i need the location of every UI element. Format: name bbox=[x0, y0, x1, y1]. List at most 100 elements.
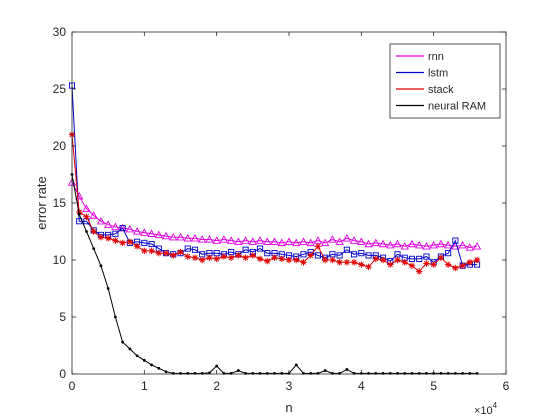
data-point-dot bbox=[157, 366, 161, 370]
x-tick-label: 3 bbox=[286, 379, 293, 393]
data-point-square bbox=[343, 246, 350, 253]
asterisk-stroke bbox=[467, 259, 473, 265]
data-point-dot bbox=[367, 372, 370, 375]
asterisk-stroke bbox=[337, 259, 343, 265]
data-point-asterisk bbox=[430, 261, 437, 268]
data-point-dot bbox=[468, 372, 472, 375]
asterisk-stroke bbox=[445, 261, 451, 268]
data-point-dot bbox=[396, 372, 399, 375]
data-point-triangle bbox=[104, 220, 113, 228]
legend-item: stack bbox=[396, 84, 454, 96]
data-point-asterisk bbox=[437, 254, 445, 261]
data-point-asterisk bbox=[329, 256, 336, 264]
data-point-dot bbox=[114, 315, 117, 319]
data-point-triangle bbox=[132, 227, 142, 235]
asterisk-stroke bbox=[308, 252, 314, 259]
data-point-triangle bbox=[371, 238, 380, 247]
x-tick-label: 6 bbox=[503, 379, 510, 393]
legend-label: stack bbox=[428, 84, 454, 96]
data-point-asterisk bbox=[307, 252, 314, 259]
data-point-triangle bbox=[299, 237, 308, 245]
data-point-square bbox=[141, 239, 148, 246]
asterisk-stroke bbox=[235, 252, 241, 259]
data-point-triangle bbox=[89, 211, 98, 219]
data-point-triangle bbox=[270, 237, 279, 245]
asterisk-stroke bbox=[409, 263, 415, 269]
data-point-asterisk bbox=[141, 247, 148, 255]
data-point-triangle bbox=[154, 230, 163, 239]
data-point-dot bbox=[374, 372, 378, 375]
legend-item: neural RAM bbox=[396, 101, 486, 113]
asterisk-stroke bbox=[163, 250, 169, 256]
data-point-dot bbox=[265, 372, 269, 375]
asterisk-stroke bbox=[206, 255, 213, 261]
data-point-dot bbox=[193, 372, 197, 375]
asterisk-stroke bbox=[315, 243, 321, 249]
data-point-triangle bbox=[277, 238, 286, 247]
data-point-dot bbox=[403, 372, 407, 375]
asterisk-stroke bbox=[148, 248, 155, 254]
data-point-asterisk bbox=[401, 259, 408, 266]
data-point-asterisk bbox=[119, 239, 126, 247]
y-tick-label: 20 bbox=[53, 139, 67, 153]
data-point-dot bbox=[171, 372, 175, 375]
asterisk-stroke bbox=[105, 235, 111, 241]
asterisk-stroke bbox=[120, 240, 126, 246]
asterisk-stroke bbox=[199, 257, 205, 263]
data-point-triangle bbox=[263, 237, 272, 245]
data-point-dot bbox=[128, 347, 132, 351]
series-rnn bbox=[67, 178, 482, 251]
data-point-asterisk bbox=[199, 256, 206, 264]
data-point-triangle bbox=[422, 241, 431, 250]
x-tick-label: 2 bbox=[213, 379, 220, 393]
data-point-dot bbox=[229, 372, 233, 375]
data-point-triangle bbox=[219, 235, 229, 243]
data-point-dot bbox=[475, 372, 479, 375]
data-point-asterisk bbox=[473, 256, 481, 264]
y-tick-label: 15 bbox=[53, 196, 67, 210]
data-point-square bbox=[257, 245, 264, 252]
asterisk-stroke bbox=[387, 261, 393, 268]
data-point-asterisk bbox=[90, 228, 97, 235]
y-tick-label: 5 bbox=[59, 310, 66, 324]
data-point-triangle bbox=[82, 204, 91, 212]
data-point-dot bbox=[352, 372, 356, 375]
data-point-triangle bbox=[161, 231, 171, 240]
data-point-asterisk bbox=[452, 264, 459, 272]
data-point-asterisk bbox=[220, 253, 228, 260]
data-point-triangle bbox=[328, 235, 337, 243]
data-point-asterisk bbox=[321, 256, 329, 264]
data-point-asterisk bbox=[466, 259, 474, 266]
data-point-triangle bbox=[335, 237, 344, 245]
data-point-asterisk bbox=[459, 262, 466, 269]
asterisk-stroke bbox=[112, 238, 118, 244]
data-point-asterisk bbox=[293, 256, 300, 264]
asterisk-stroke bbox=[431, 261, 437, 268]
data-point-asterisk bbox=[336, 259, 343, 266]
data-point-square bbox=[242, 246, 249, 253]
data-point-dot bbox=[258, 372, 262, 375]
data-point-triangle bbox=[378, 239, 388, 248]
asterisk-stroke bbox=[257, 256, 263, 262]
asterisk-stroke bbox=[380, 257, 386, 263]
asterisk-stroke bbox=[416, 268, 422, 274]
data-point-asterisk bbox=[278, 255, 285, 263]
asterisk-stroke bbox=[192, 255, 198, 261]
data-point-asterisk bbox=[242, 254, 249, 261]
asterisk-stroke bbox=[358, 261, 364, 268]
asterisk-stroke bbox=[214, 256, 220, 262]
data-point-asterisk bbox=[416, 268, 423, 275]
data-point-asterisk bbox=[343, 259, 351, 266]
data-point-asterisk bbox=[365, 263, 372, 271]
data-point-triangle bbox=[472, 241, 482, 250]
data-point-asterisk bbox=[97, 234, 105, 241]
asterisk-stroke bbox=[279, 256, 285, 262]
data-point-triangle bbox=[357, 237, 366, 245]
asterisk-stroke bbox=[91, 228, 97, 235]
asterisk-stroke bbox=[438, 255, 444, 261]
data-point-dot bbox=[381, 372, 385, 375]
data-point-dot bbox=[439, 372, 443, 375]
data-point-square bbox=[358, 250, 365, 257]
data-point-asterisk bbox=[213, 255, 220, 263]
data-point-asterisk bbox=[162, 249, 170, 257]
